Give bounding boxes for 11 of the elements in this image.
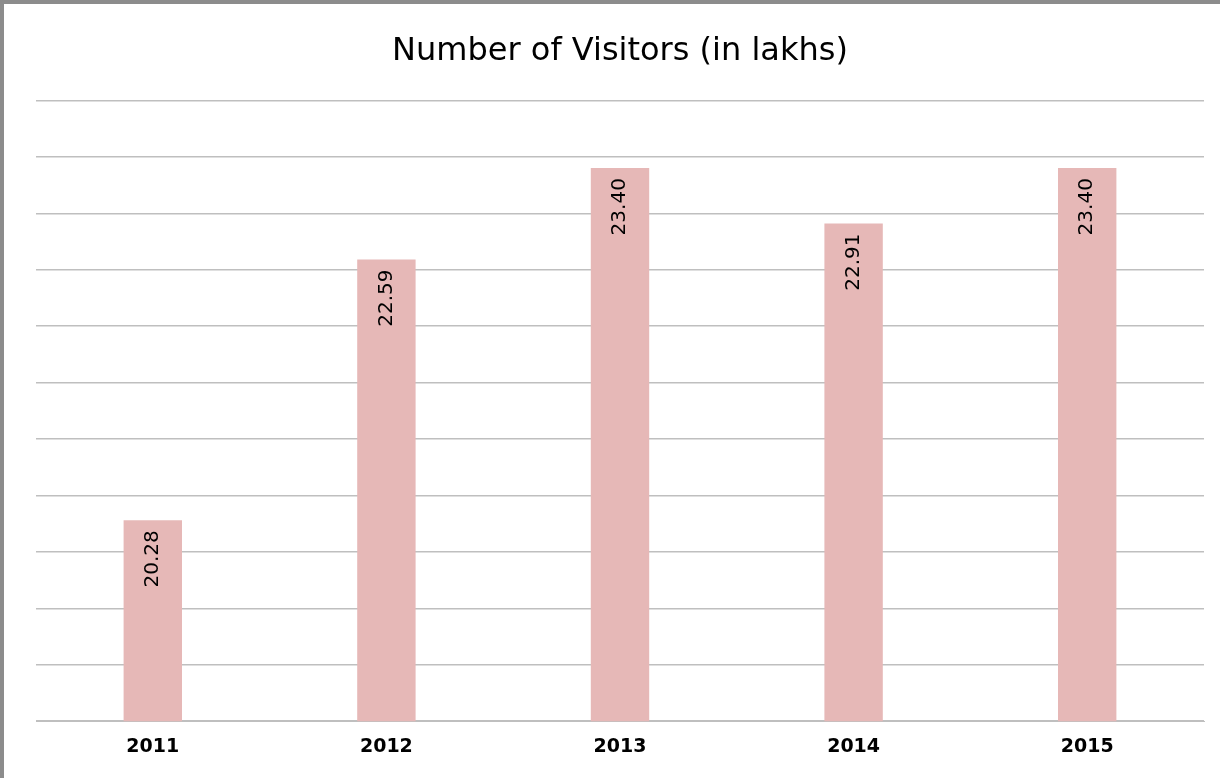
chart-title: Number of Visitors (in lakhs)	[392, 29, 848, 68]
x-tick-label: 2014	[827, 733, 881, 756]
x-tick-label: 2013	[593, 733, 647, 756]
data-label: 23.40	[1073, 178, 1098, 236]
data-label: 20.28	[139, 530, 163, 588]
data-label: 22.91	[839, 233, 864, 291]
x-tick-label: 2011	[126, 733, 180, 756]
x-tick-label: 2012	[359, 733, 413, 756]
data-label: 23.40	[606, 178, 631, 236]
x-tick-label: 2015	[1060, 733, 1114, 756]
data-label: 22.59	[372, 269, 397, 327]
